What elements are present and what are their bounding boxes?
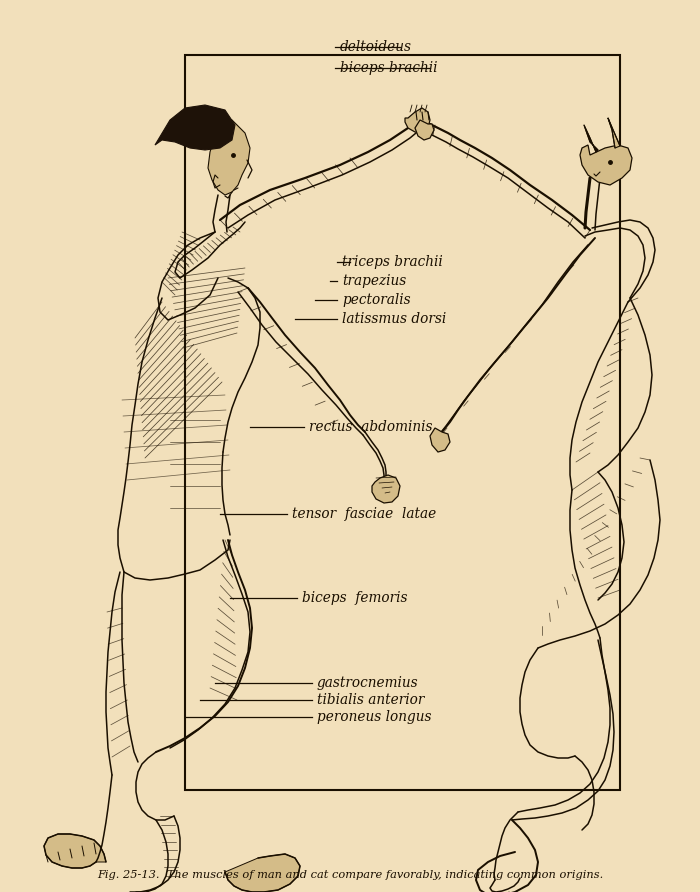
Text: tensor  fasciae  latae: tensor fasciae latae bbox=[292, 507, 436, 521]
Text: pectoralis: pectoralis bbox=[342, 293, 411, 307]
Text: Fig. 25-13.  The muscles of man and cat compare favorably, indicating common ori: Fig. 25-13. The muscles of man and cat c… bbox=[97, 870, 603, 880]
Text: deltoideus: deltoideus bbox=[340, 40, 412, 54]
Polygon shape bbox=[225, 854, 300, 892]
Polygon shape bbox=[580, 145, 632, 185]
Polygon shape bbox=[208, 118, 250, 195]
Polygon shape bbox=[430, 428, 450, 452]
Text: gastrocnemius: gastrocnemius bbox=[317, 676, 419, 690]
Text: triceps brachii: triceps brachii bbox=[342, 255, 442, 269]
Polygon shape bbox=[584, 125, 598, 152]
Polygon shape bbox=[405, 108, 430, 133]
Text: trapezius: trapezius bbox=[342, 274, 406, 288]
Bar bbox=[185, 55, 620, 790]
Text: rectus  abdominis: rectus abdominis bbox=[309, 420, 433, 434]
Polygon shape bbox=[608, 118, 620, 148]
Text: latissmus dorsi: latissmus dorsi bbox=[342, 312, 447, 326]
Polygon shape bbox=[415, 120, 434, 140]
Text: tibialis anterior: tibialis anterior bbox=[317, 693, 424, 707]
Text: biceps  femoris: biceps femoris bbox=[302, 591, 407, 605]
Polygon shape bbox=[372, 475, 400, 503]
Polygon shape bbox=[155, 105, 235, 150]
Text: peroneus longus: peroneus longus bbox=[317, 710, 431, 724]
Text: biceps brachii: biceps brachii bbox=[340, 61, 438, 75]
Polygon shape bbox=[44, 834, 106, 868]
